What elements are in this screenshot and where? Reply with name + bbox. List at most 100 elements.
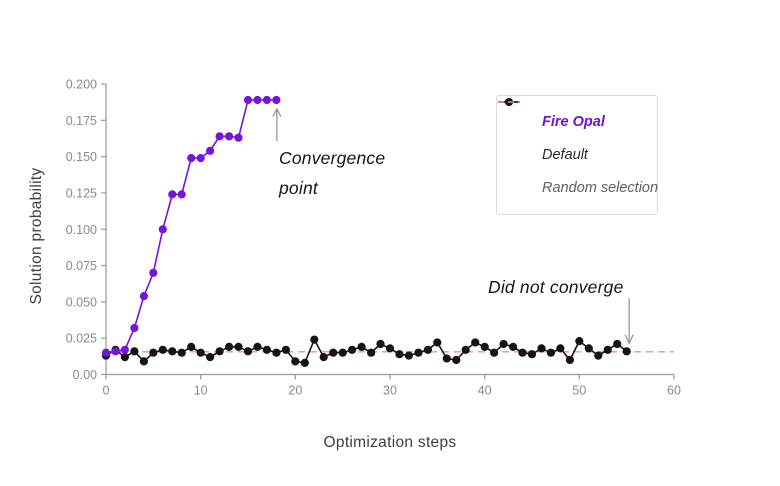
y-tick-label: 0.100 bbox=[66, 223, 97, 237]
fire-opal-series-point bbox=[272, 95, 281, 105]
default-series-point bbox=[329, 348, 338, 357]
fire-opal-series-point bbox=[196, 154, 205, 163]
default-series-point bbox=[149, 348, 158, 357]
default-series-point bbox=[177, 348, 186, 357]
default-series-point bbox=[291, 357, 300, 366]
default-series-point bbox=[367, 348, 376, 357]
fire-opal-series-point bbox=[262, 95, 271, 105]
default-series-point bbox=[281, 345, 290, 354]
default-series-point bbox=[234, 342, 243, 351]
fire-opal-marker-icon bbox=[498, 98, 531, 128]
fire-opal-series-point bbox=[253, 95, 262, 105]
default-series-point bbox=[158, 345, 167, 354]
legend-label-random-selection: Random selection bbox=[542, 180, 659, 197]
fire-opal-series-point bbox=[130, 323, 139, 333]
legend-item-default: Default bbox=[498, 98, 651, 163]
y-tick-label: 0.075 bbox=[66, 259, 97, 273]
y-tick-label: 0.175 bbox=[66, 114, 97, 128]
y-tick-label: 0.150 bbox=[66, 150, 97, 164]
fire-opal-series-point bbox=[225, 132, 234, 141]
default-series-point bbox=[613, 339, 622, 349]
legend-item-random-selection: Random selection bbox=[498, 101, 658, 196]
fire-opal-series-point bbox=[187, 154, 196, 163]
default-series-point bbox=[376, 339, 385, 349]
default-series-point bbox=[206, 353, 215, 362]
fire-opal-series-point bbox=[243, 95, 253, 105]
annotation-convergence-point: Convergence point bbox=[279, 143, 385, 203]
annotation-convergence-line2: point bbox=[279, 178, 318, 198]
default-series-point bbox=[508, 342, 518, 351]
fire-opal-series-point bbox=[168, 190, 177, 199]
default-series-point bbox=[433, 338, 442, 347]
default-series-point bbox=[461, 345, 470, 354]
default-series-point bbox=[480, 342, 489, 351]
fire-opal-series-point bbox=[158, 225, 167, 234]
fire-opal-series-point bbox=[234, 133, 243, 142]
random-selection-marker-icon bbox=[498, 101, 531, 194]
default-series-point bbox=[452, 355, 461, 365]
default-series-point bbox=[395, 350, 404, 359]
default-series-point bbox=[139, 357, 148, 366]
y-axis-title: Solution probability bbox=[28, 167, 45, 305]
convergence-arrowhead-icon bbox=[272, 107, 282, 117]
default-series-point bbox=[423, 345, 432, 354]
legend-label-fire-opal: Fire Opal bbox=[542, 113, 605, 130]
x-tick-label: 30 bbox=[383, 384, 397, 398]
default-series-point bbox=[225, 342, 234, 351]
default-series-point bbox=[168, 347, 177, 356]
default-series-point bbox=[471, 338, 480, 347]
default-series-point bbox=[556, 344, 565, 353]
default-series-point bbox=[338, 348, 347, 357]
y-tick-label: 0.050 bbox=[66, 295, 97, 309]
x-tick-label: 20 bbox=[288, 384, 302, 398]
default-series-point bbox=[130, 347, 139, 356]
default-series-point bbox=[243, 347, 253, 356]
legend-label-default: Default bbox=[542, 146, 588, 163]
x-tick-label: 0 bbox=[103, 384, 110, 398]
y-tick-label: 0.200 bbox=[66, 78, 97, 92]
y-tick-label: 0.00 bbox=[73, 368, 97, 382]
default-series-point bbox=[603, 345, 612, 354]
fire-opal-series-point bbox=[120, 345, 129, 354]
fire-opal-series-point bbox=[206, 146, 215, 155]
y-tick-label: 0.025 bbox=[66, 332, 97, 346]
default-series-point bbox=[253, 342, 262, 351]
default-series-point bbox=[575, 337, 584, 346]
fire-opal-series-point bbox=[111, 347, 120, 356]
default-series-point bbox=[499, 339, 508, 349]
default-series-point bbox=[442, 354, 451, 363]
annotation-convergence-line1: Convergence bbox=[279, 148, 386, 168]
default-series-point bbox=[120, 353, 129, 362]
default-series-point bbox=[546, 348, 556, 357]
default-series-point bbox=[414, 348, 423, 357]
default-series-point bbox=[272, 348, 281, 357]
fire-opal-series-point bbox=[215, 132, 224, 141]
default-series-point bbox=[262, 345, 271, 354]
x-tick-label: 10 bbox=[194, 384, 208, 398]
legend: Fire Opal Default Random selection bbox=[496, 95, 658, 215]
x-tick-label: 40 bbox=[478, 384, 492, 398]
default-series-point bbox=[196, 348, 205, 357]
default-series-point bbox=[385, 344, 395, 353]
fire-opal-series-line bbox=[105, 99, 277, 354]
default-series-point bbox=[357, 342, 366, 351]
default-series-point bbox=[187, 342, 196, 351]
fire-opal-series-point bbox=[149, 268, 158, 277]
default-series-point bbox=[594, 351, 603, 360]
default-series-point bbox=[300, 358, 309, 367]
default-series-point bbox=[537, 344, 546, 353]
default-series-point bbox=[404, 351, 413, 360]
default-series-point bbox=[319, 353, 328, 362]
default-series-point bbox=[622, 347, 631, 356]
default-series-point bbox=[565, 355, 575, 365]
x-tick-label: 60 bbox=[667, 384, 681, 398]
did-not-converge-arrowhead-icon bbox=[624, 334, 634, 345]
annotation-did-not-converge: Did not converge bbox=[488, 277, 624, 297]
default-marker-icon bbox=[498, 98, 531, 161]
x-axis-title: Optimization steps bbox=[323, 434, 457, 451]
default-series-point bbox=[215, 347, 224, 356]
fire-opal-series-point bbox=[101, 348, 111, 357]
default-series-point bbox=[310, 335, 319, 344]
